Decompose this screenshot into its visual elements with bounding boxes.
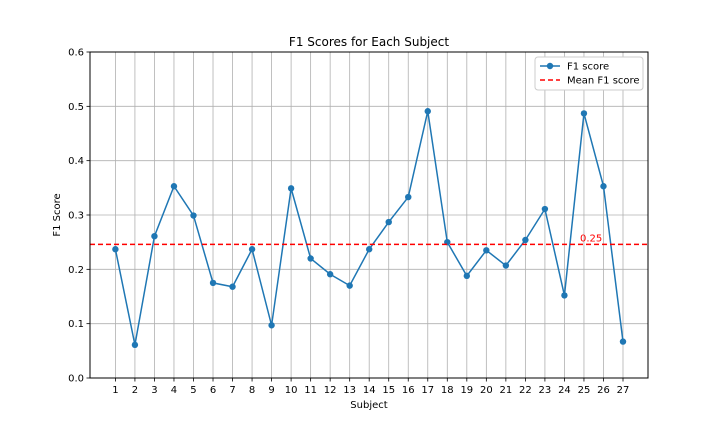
f1-score-point <box>326 271 334 278</box>
x-tick-label: 9 <box>268 385 274 396</box>
legend-dot-marker <box>546 62 554 70</box>
y-tick-label: 0.6 <box>68 48 84 59</box>
x-tick-label: 17 <box>421 385 434 396</box>
x-tick-label: 10 <box>285 385 298 396</box>
f1-score-point <box>561 292 568 299</box>
grid <box>90 51 648 379</box>
f1-score-point <box>151 232 158 240</box>
x-tick-label: 18 <box>441 385 454 396</box>
x-tick-label: 12 <box>324 385 337 396</box>
legend-box <box>534 56 644 91</box>
plot-marks: 0.25 <box>90 108 648 349</box>
x-tick-label: 19 <box>460 385 473 396</box>
f1-score-point <box>366 246 373 253</box>
f1-score-point <box>522 236 529 244</box>
x-tick-label: 8 <box>249 385 255 396</box>
x-axis-label: Subject <box>350 400 387 411</box>
x-tick-label: 23 <box>539 385 552 396</box>
f1-score-point <box>405 193 412 201</box>
y-tick-label: 0.2 <box>68 265 84 276</box>
x-tick-label: 20 <box>480 385 493 396</box>
x-tick-label: 3 <box>151 385 157 396</box>
x-tick-label: 16 <box>402 385 415 396</box>
f1-score-point <box>307 255 314 262</box>
f1-score-point <box>541 205 549 213</box>
x-tick-label: 26 <box>597 385 610 396</box>
f1-score-point <box>385 218 392 226</box>
f1-score-point <box>268 322 275 329</box>
x-tick-label: 24 <box>558 385 571 396</box>
x-tick-label: 27 <box>617 385 630 396</box>
f1-score-point <box>483 247 490 254</box>
legend: F1 score Mean F1 score <box>534 56 644 91</box>
x-tick-label: 4 <box>171 385 177 396</box>
x-tick-label: 21 <box>499 385 512 396</box>
legend-label-f1: F1 score <box>567 62 609 73</box>
y-tick-label: 0.4 <box>68 156 84 167</box>
axes: 1 2 3 4 5 6 7 8 9 10 11 12 13 14 15 16 17 18 19 20 21 22 23 24 2… <box>68 48 629 397</box>
x-tick-label: 14 <box>363 385 376 396</box>
f1-score-point <box>190 212 197 219</box>
f1-score-point <box>287 185 295 192</box>
chart-title: F1 Scores for Each Subject <box>289 35 449 49</box>
f1-score-point <box>131 341 139 349</box>
x-tick-label: 13 <box>343 385 356 396</box>
f1-score-point <box>424 108 431 115</box>
f1-score-point <box>229 283 236 290</box>
f1-score-point <box>170 183 178 190</box>
f1-score-point <box>248 246 256 253</box>
y-tick-label: 0.1 <box>68 319 84 330</box>
mean-f1-annotation: 0.25 <box>580 233 602 244</box>
x-tick-label: 25 <box>578 385 591 396</box>
f1-score-point <box>463 272 471 280</box>
f1-score-point <box>112 246 119 253</box>
x-tick-label: 11 <box>304 385 317 396</box>
x-tick-label: 5 <box>190 385 196 396</box>
y-tick-label: 0.5 <box>68 102 84 113</box>
y-tick-label: 0.0 <box>68 374 84 385</box>
x-tick-label: 15 <box>382 385 395 396</box>
legend-label-mean: Mean F1 score <box>567 76 640 87</box>
x-tick-label: 22 <box>519 385 532 396</box>
x-tick-label: 1 <box>112 385 118 396</box>
x-tick-label: 7 <box>229 385 235 396</box>
f1-score-point <box>346 282 353 289</box>
x-tick-label: 2 <box>132 385 138 396</box>
y-axis-label: F1 Score <box>52 193 63 236</box>
x-tick-label: 6 <box>210 385 216 396</box>
f1-score-point <box>209 279 217 287</box>
f1-score-point <box>580 110 588 117</box>
f1-score-point <box>600 183 607 190</box>
f1-score-point <box>619 338 627 345</box>
y-tick-label: 0.3 <box>68 211 84 222</box>
f1-score-point <box>502 262 510 269</box>
